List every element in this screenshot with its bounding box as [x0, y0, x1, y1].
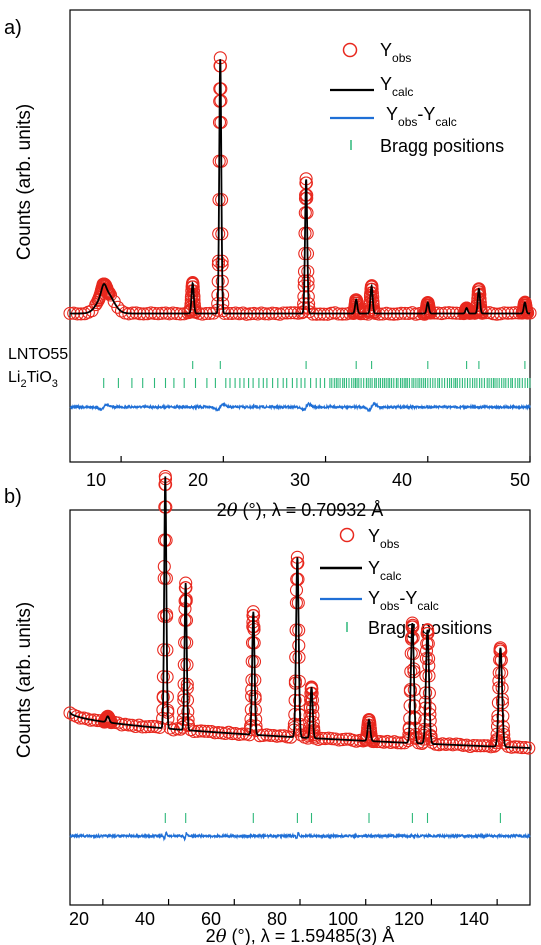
panel-b-x-axis: 20 40 60 80 100 120 140: [69, 909, 489, 929]
panel-a-y-axis-title: Counts (arb. units): [14, 104, 35, 260]
panel-a-calculated-line: [70, 59, 530, 315]
b-xtick-label: 40: [135, 909, 155, 929]
panel-a-frame: [69, 9, 531, 463]
legend-calc-label: Ycalc: [368, 558, 401, 583]
legend-bragg-label: Bragg positions: [380, 136, 504, 156]
legend-obs-label: Yobs: [368, 526, 399, 551]
panel-b: b) 20 40 60 80 100 120 140 2θ (°), λ = 1…: [4, 469, 536, 945]
legend-diff-label: Yobs-Ycalc: [368, 588, 439, 613]
panel-a-legend: Yobs Ycalc Yobs-Ycalc Bragg positions: [330, 40, 504, 156]
panel-b-difference-line: [69, 830, 531, 842]
b-xtick-label: 100: [328, 909, 358, 929]
legend-diff-label: Yobs-Ycalc: [386, 104, 457, 129]
observed-point: [102, 287, 116, 301]
panel-a-label: a): [4, 17, 22, 39]
panel-b-x-axis-title: 2θ (°), λ = 1.59485(3) Å: [206, 926, 395, 945]
bragg-row-li2tio3: [103, 378, 531, 388]
a-xtick-label: 30: [290, 470, 310, 490]
panel-b-y-axis-title: Counts (arb. units): [14, 602, 35, 758]
b-xtick-label: 20: [69, 909, 89, 929]
panel-a-observed-series: [63, 51, 537, 321]
panel-a-x-axis: 10 20 30 40 50: [86, 470, 530, 490]
a-xtick-label: 40: [392, 470, 412, 490]
legend-calc-label: Ycalc: [380, 74, 413, 99]
phase-label-li2tio3: Li2TiO3: [8, 369, 58, 390]
observed-point: [104, 716, 118, 730]
legend-obs-marker: [339, 527, 355, 543]
panel-a-difference-line: [69, 401, 531, 413]
legend-obs-marker: [342, 42, 358, 58]
phase-label-lnto55: LNTO55: [8, 346, 68, 363]
b-xtick-label: 120: [394, 909, 424, 929]
b-xtick-label: 80: [267, 909, 287, 929]
observed-point: [163, 721, 177, 735]
panel-b-legend: Yobs Ycalc Yobs-Ycalc Bragg positions: [320, 526, 492, 638]
panel-b-label: b): [4, 486, 22, 508]
bragg-row-lnto55: [192, 361, 526, 369]
b-xtick-label: 60: [201, 909, 221, 929]
bragg-row-b: [164, 813, 501, 823]
legend-obs-label: Yobs: [380, 40, 411, 65]
a-xtick-label: 20: [188, 470, 208, 490]
observed-point: [63, 706, 77, 720]
panel-b-calculated-line: [69, 476, 531, 749]
b-xtick-label: 140: [459, 909, 489, 929]
a-xtick-label: 50: [510, 470, 530, 490]
panel-a: a) 10 20 30 40 50 2θ (°), λ = 0.70932 Å …: [4, 9, 537, 521]
a-xtick-label: 10: [86, 470, 106, 490]
